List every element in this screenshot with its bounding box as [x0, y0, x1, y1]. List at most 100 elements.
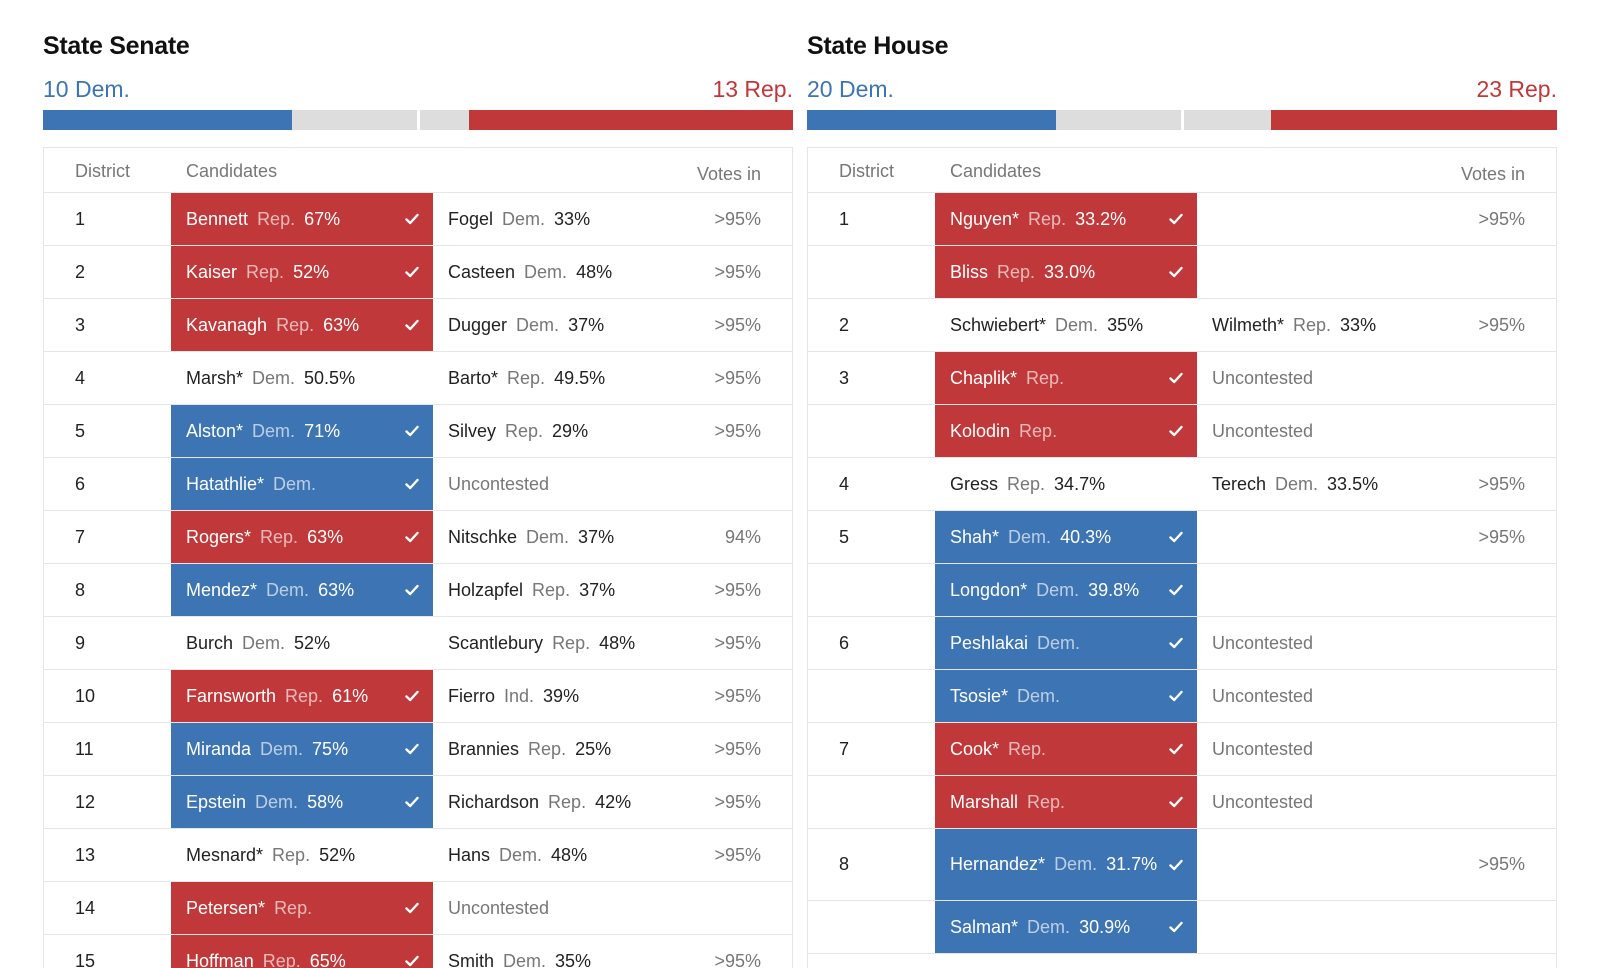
- candidate-name: Tsosie*: [950, 686, 1008, 706]
- winner-cell: Shah*Dem.40.3%: [935, 511, 1197, 563]
- check-icon: [405, 689, 419, 703]
- candidate-party: Rep.: [997, 262, 1035, 282]
- candidate-pct: 37%: [578, 527, 614, 547]
- candidate-name: Marshall: [950, 792, 1018, 812]
- check-icon: [1169, 371, 1183, 385]
- candidate-name: Salman*: [950, 917, 1018, 937]
- candidate-text: Hatathlie*Dem.: [186, 474, 325, 495]
- candidate-party: Rep.: [552, 633, 590, 653]
- candidate-name: Dugger: [448, 315, 507, 335]
- votes-in-value: >95%: [714, 405, 761, 457]
- candidate-name: Bennett: [186, 209, 248, 229]
- candidate-name: Chaplik*: [950, 368, 1017, 388]
- candidate-text: Uncontested: [1212, 739, 1313, 760]
- candidate-cell: Schwiebert*Dem.35%: [935, 299, 1197, 351]
- candidates-header: Candidates: [950, 161, 1041, 182]
- candidate-pct: 33.5%: [1327, 474, 1378, 494]
- candidate-name: Petersen*: [186, 898, 265, 918]
- check-icon: [1169, 858, 1183, 872]
- candidate-pct: 25%: [575, 739, 611, 759]
- candidate-party: Rep.: [246, 262, 284, 282]
- check-icon: [1169, 742, 1183, 756]
- candidate-party: Rep.: [1026, 368, 1064, 388]
- votes-in-value: >95%: [714, 193, 761, 245]
- uncontested-label: Uncontested: [1212, 686, 1313, 706]
- candidate-party: Dem.: [502, 209, 545, 229]
- candidate-name: Marsh*: [186, 368, 243, 388]
- candidate-text: Uncontested: [1212, 368, 1313, 389]
- candidate-party: Dem.: [1055, 315, 1098, 335]
- candidate-pct: 61%: [332, 686, 368, 706]
- votes-in-value: >95%: [714, 776, 761, 828]
- candidate-name: Hatathlie*: [186, 474, 264, 494]
- candidate-party: Dem.: [260, 739, 303, 759]
- check-icon: [1169, 265, 1183, 279]
- candidate-party: Dem.: [252, 368, 295, 388]
- check-icon: [405, 265, 419, 279]
- winner-cell: Cook*Rep.: [935, 723, 1197, 775]
- candidate-pct: 39%: [543, 686, 579, 706]
- candidate-pct: 75%: [312, 739, 348, 759]
- candidate-cell: Uncontested: [1197, 352, 1459, 404]
- check-icon: [1169, 583, 1183, 597]
- candidate-text: Longdon*Dem.39.8%: [950, 580, 1139, 601]
- candidate-name: Mendez*: [186, 580, 257, 600]
- district-number: 8: [75, 564, 85, 616]
- winner-cell: Alston*Dem.71%: [171, 405, 433, 457]
- uncontested-label: Uncontested: [1212, 633, 1313, 653]
- candidate-name: Longdon*: [950, 580, 1027, 600]
- candidate-name: Fierro: [448, 686, 495, 706]
- candidate-party: Rep.: [1028, 209, 1066, 229]
- table-row: 3 Chaplik* Rep. Uncontested: [808, 352, 1556, 405]
- votes-in-value: >95%: [714, 299, 761, 351]
- candidate-pct: 29%: [552, 421, 588, 441]
- district-number: 13: [75, 829, 95, 881]
- candidate-party: Rep.: [285, 686, 323, 706]
- candidate-cell: Uncontested: [433, 458, 695, 510]
- candidate-party: Rep.: [260, 527, 298, 547]
- votes-in-value: >95%: [1478, 458, 1525, 510]
- candidate-party: Rep.: [272, 845, 310, 865]
- senate-title: State Senate: [43, 32, 189, 61]
- candidate-pct: 33.0%: [1044, 262, 1095, 282]
- check-icon: [1169, 424, 1183, 438]
- district-number: 5: [839, 511, 849, 563]
- votes-in-value: >95%: [1478, 829, 1525, 900]
- check-icon: [405, 530, 419, 544]
- district-number: 5: [75, 405, 85, 457]
- uncontested-label: Uncontested: [1212, 368, 1313, 388]
- district-number: 3: [839, 352, 849, 404]
- candidate-cell: Uncontested: [1197, 405, 1459, 457]
- dem-won-segment: [43, 110, 292, 130]
- district-number: 9: [75, 617, 85, 669]
- rep-won-segment: [469, 110, 793, 130]
- candidate-text: Nguyen*Rep.33.2%: [950, 209, 1126, 230]
- candidate-party: Dem.: [1036, 580, 1079, 600]
- candidate-name: Brannies: [448, 739, 519, 759]
- candidates-header: Candidates: [186, 161, 277, 182]
- check-icon: [1169, 795, 1183, 809]
- candidate-party: Dem.: [1054, 854, 1097, 874]
- candidate-text: Mendez*Dem.63%: [186, 580, 354, 601]
